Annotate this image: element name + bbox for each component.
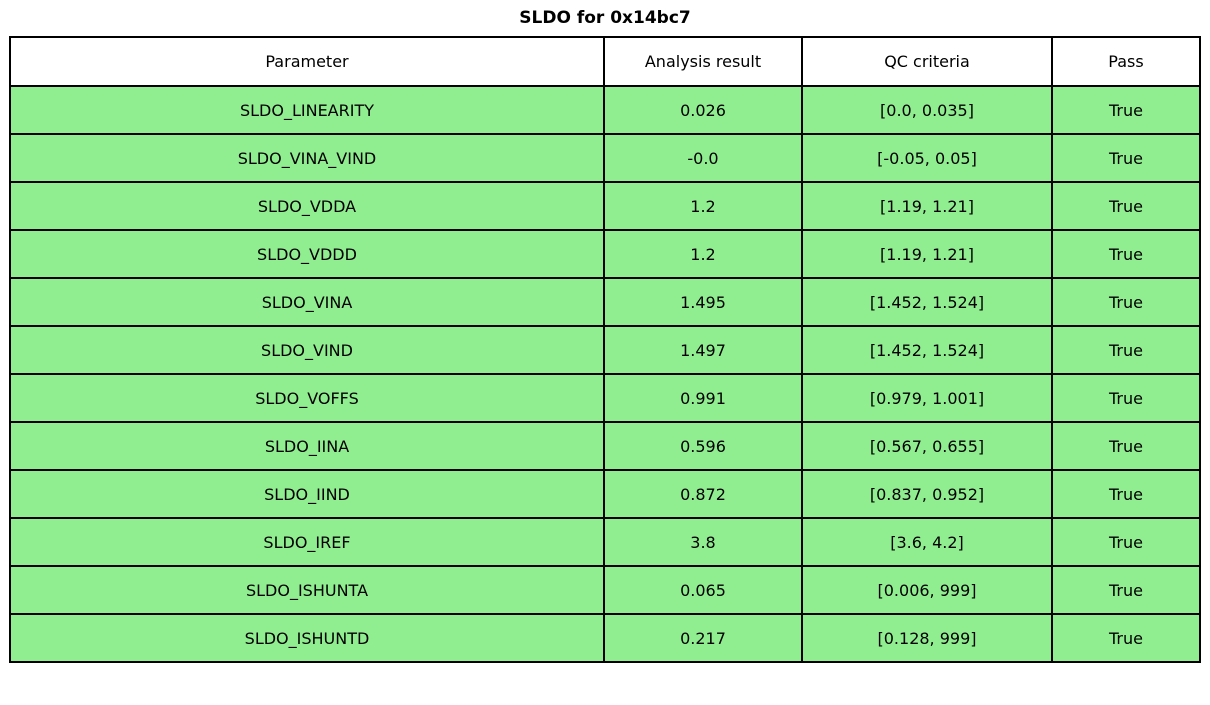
cell-qc-criteria: [0.0, 0.035] <box>801 85 1053 135</box>
cell-parameter: SLDO_IREF <box>9 517 605 567</box>
cell-pass: True <box>1051 421 1201 471</box>
table-row: SLDO_VDDD 1.2 [1.19, 1.21] True <box>9 229 1201 279</box>
cell-analysis-result: 3.8 <box>603 517 803 567</box>
cell-qc-criteria: [1.452, 1.524] <box>801 325 1053 375</box>
cell-pass: True <box>1051 133 1201 183</box>
cell-qc-criteria: [-0.05, 0.05] <box>801 133 1053 183</box>
col-header-pass: Pass <box>1051 36 1201 87</box>
cell-analysis-result: 1.2 <box>603 181 803 231</box>
cell-qc-criteria: [1.19, 1.21] <box>801 181 1053 231</box>
cell-qc-criteria: [1.452, 1.524] <box>801 277 1053 327</box>
table-row: SLDO_IREF 3.8 [3.6, 4.2] True <box>9 517 1201 567</box>
cell-parameter: SLDO_IIND <box>9 469 605 519</box>
cell-parameter: SLDO_VDDD <box>9 229 605 279</box>
cell-analysis-result: 0.991 <box>603 373 803 423</box>
cell-analysis-result: 0.026 <box>603 85 803 135</box>
col-header-qc-criteria: QC criteria <box>801 36 1053 87</box>
cell-pass: True <box>1051 565 1201 615</box>
cell-analysis-result: 0.217 <box>603 613 803 663</box>
cell-parameter: SLDO_IINA <box>9 421 605 471</box>
chart-title: SLDO for 0x14bc7 <box>519 8 691 28</box>
cell-analysis-result: 1.495 <box>603 277 803 327</box>
col-header-parameter: Parameter <box>9 36 605 87</box>
qc-table: Parameter Analysis result QC criteria Pa… <box>9 36 1201 663</box>
cell-parameter: SLDO_VDDA <box>9 181 605 231</box>
cell-pass: True <box>1051 325 1201 375</box>
cell-pass: True <box>1051 613 1201 663</box>
cell-qc-criteria: [0.979, 1.001] <box>801 373 1053 423</box>
cell-qc-criteria: [0.006, 999] <box>801 565 1053 615</box>
cell-pass: True <box>1051 469 1201 519</box>
table-row: SLDO_VDDA 1.2 [1.19, 1.21] True <box>9 181 1201 231</box>
cell-parameter: SLDO_ISHUNTD <box>9 613 605 663</box>
table-row: SLDO_VINA_VIND -0.0 [-0.05, 0.05] True <box>9 133 1201 183</box>
table-row: SLDO_VOFFS 0.991 [0.979, 1.001] True <box>9 373 1201 423</box>
cell-qc-criteria: [0.567, 0.655] <box>801 421 1053 471</box>
cell-qc-criteria: [1.19, 1.21] <box>801 229 1053 279</box>
cell-qc-criteria: [0.128, 999] <box>801 613 1053 663</box>
cell-parameter: SLDO_ISHUNTA <box>9 565 605 615</box>
table-row: SLDO_IINA 0.596 [0.567, 0.655] True <box>9 421 1201 471</box>
cell-parameter: SLDO_VINA <box>9 277 605 327</box>
cell-analysis-result: 1.2 <box>603 229 803 279</box>
header-row: Parameter Analysis result QC criteria Pa… <box>9 36 1201 87</box>
cell-parameter: SLDO_VIND <box>9 325 605 375</box>
cell-pass: True <box>1051 229 1201 279</box>
cell-pass: True <box>1051 373 1201 423</box>
cell-pass: True <box>1051 517 1201 567</box>
cell-pass: True <box>1051 181 1201 231</box>
cell-pass: True <box>1051 85 1201 135</box>
table-row: SLDO_LINEARITY 0.026 [0.0, 0.035] True <box>9 85 1201 135</box>
cell-pass: True <box>1051 277 1201 327</box>
cell-analysis-result: 0.872 <box>603 469 803 519</box>
table-row: SLDO_ISHUNTD 0.217 [0.128, 999] True <box>9 613 1201 663</box>
table-row: SLDO_ISHUNTA 0.065 [0.006, 999] True <box>9 565 1201 615</box>
cell-analysis-result: -0.0 <box>603 133 803 183</box>
cell-parameter: SLDO_VINA_VIND <box>9 133 605 183</box>
col-header-analysis-result: Analysis result <box>603 36 803 87</box>
cell-parameter: SLDO_VOFFS <box>9 373 605 423</box>
table-row: SLDO_VIND 1.497 [1.452, 1.524] True <box>9 325 1201 375</box>
cell-qc-criteria: [0.837, 0.952] <box>801 469 1053 519</box>
table-row: SLDO_VINA 1.495 [1.452, 1.524] True <box>9 277 1201 327</box>
cell-analysis-result: 0.596 <box>603 421 803 471</box>
cell-analysis-result: 0.065 <box>603 565 803 615</box>
cell-analysis-result: 1.497 <box>603 325 803 375</box>
table-row: SLDO_IIND 0.872 [0.837, 0.952] True <box>9 469 1201 519</box>
cell-parameter: SLDO_LINEARITY <box>9 85 605 135</box>
cell-qc-criteria: [3.6, 4.2] <box>801 517 1053 567</box>
